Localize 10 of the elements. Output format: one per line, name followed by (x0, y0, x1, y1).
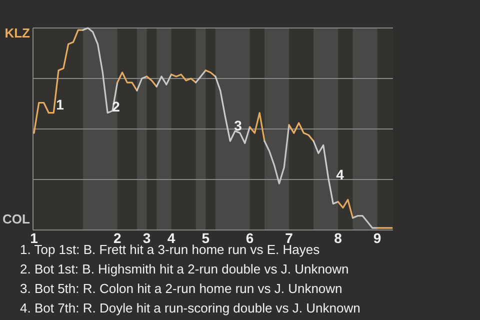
text: 2. Bot 1st: B. Highsmith hit a 2-run double vs J. Unknown (20, 262, 349, 276)
text: 3. Bot 5th: R. Colon hit a 2-run home run vs J. Unknown (20, 281, 342, 296)
text: 4. Bot 7th: R. Doyle hit a run-scoring double vs J. Unknown (20, 300, 360, 316)
text: KLZ (4, 25, 30, 40)
x-tick-label: 9 (373, 230, 382, 246)
x-tick-label: 8 (334, 230, 342, 246)
text: COL (2, 211, 30, 226)
annotation: 1 (56, 96, 64, 113)
annotation: 3 (234, 118, 242, 134)
annotation: 4 (336, 166, 344, 183)
